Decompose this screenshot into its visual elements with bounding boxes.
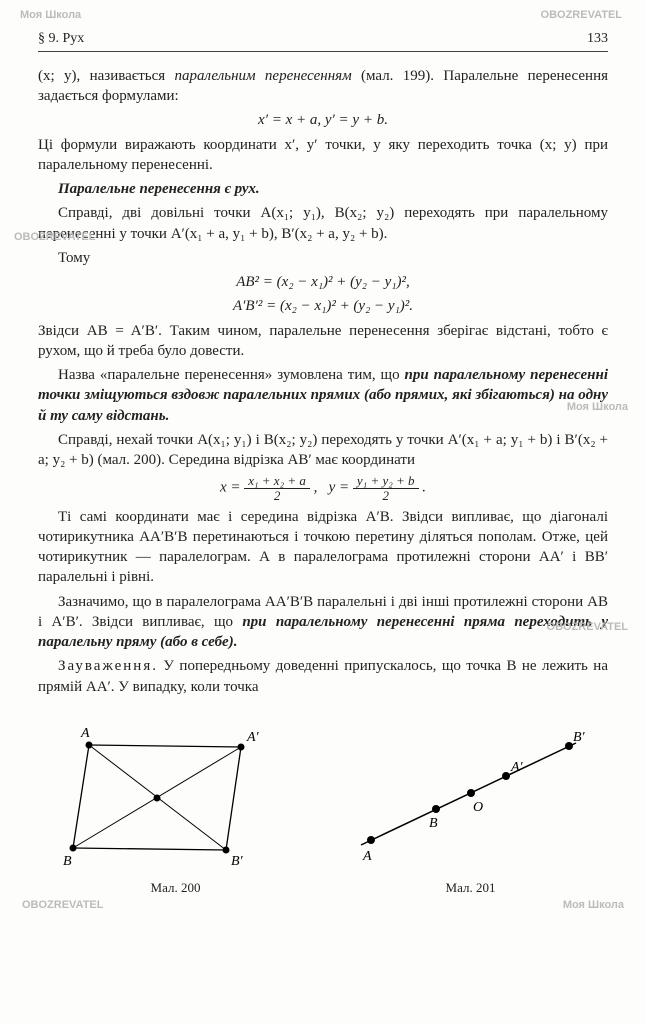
label-O: O — [473, 800, 483, 815]
line-diagram: A B O A′ B′ — [341, 715, 601, 875]
label-B: B — [429, 816, 438, 831]
watermark: Моя Школа — [20, 8, 81, 23]
para-7: Назва «паралельне перенесення» зумовлена… — [38, 365, 608, 426]
figure-row: A A′ B B′ Мал. 200 A B O A′ B′ Мал. 201 — [38, 715, 608, 897]
label-Bprime: B′ — [573, 730, 586, 745]
parallelogram-diagram: A A′ B B′ — [61, 715, 291, 875]
para-11: Зауваження. У попередньому доведенні при… — [38, 656, 608, 697]
para-5: Тому — [38, 248, 608, 268]
frac-den: 2 — [353, 489, 419, 503]
figure-200: A A′ B B′ Мал. 200 — [38, 715, 313, 897]
label-A: A — [80, 726, 90, 741]
watermark: OBOZREVATEL — [22, 898, 103, 913]
equation-3: x = x₁ + x₂ + a2 , y = y₁ + y₂ + b2 . — [38, 474, 608, 502]
page-number: 133 — [587, 30, 608, 49]
section-label: § 9. Рух — [38, 30, 84, 49]
watermark: Моя Школа — [563, 898, 624, 913]
frac-num: x₁ + x₂ + a — [244, 474, 310, 489]
para-2: Ці формули виражають координати x′, y′ т… — [38, 135, 608, 176]
term-parallel-translation: паралельним перенесенням — [175, 68, 352, 84]
remark-label: Зауваження. — [58, 658, 158, 674]
frac-den: 2 — [244, 489, 310, 503]
page-header: § 9. Рух 133 — [38, 30, 608, 52]
caption-201: Мал. 201 — [333, 879, 608, 897]
watermark: OBOZREVATEL — [541, 8, 622, 23]
para-4: Справді, дві довільні точки A(x₁; y₁), B… — [38, 203, 608, 244]
theorem-statement: Паралельне перенесення є рух. — [38, 179, 608, 199]
equation-2b: A′B′² = (x₂ − x₁)² + (y₂ − y₁)². — [38, 296, 608, 316]
label-B: B — [63, 854, 72, 869]
label-Aprime: A′ — [510, 760, 524, 775]
frac-num: y₁ + y₂ + b — [353, 474, 419, 489]
para-10: Зазначимо, що в паралелограма AA′B′B пар… — [38, 592, 608, 653]
para-9: Ті самі координати має і середина відріз… — [38, 507, 608, 588]
equation-1: x′ = x + a, y′ = y + b. — [38, 110, 608, 130]
text: Назва «паралельне перенесення» зумовлена… — [58, 367, 405, 383]
label-Bprime: B′ — [231, 854, 244, 869]
label-A: A — [362, 849, 372, 864]
label-Aprime: A′ — [246, 730, 260, 745]
para-1: (x; y), називається паралельним перенесе… — [38, 66, 608, 107]
figure-201: A B O A′ B′ Мал. 201 — [333, 715, 608, 897]
equation-2a: AB² = (x₂ − x₁)² + (y₂ − y₁)², — [38, 272, 608, 292]
para-8: Справді, нехай точки A(x₁; y₁) і B(x₂; y… — [38, 430, 608, 471]
para-6: Звідси AB = A′B′. Таким чином, паралельн… — [38, 321, 608, 362]
caption-200: Мал. 200 — [38, 879, 313, 897]
text: (x; y), називається — [38, 68, 175, 84]
